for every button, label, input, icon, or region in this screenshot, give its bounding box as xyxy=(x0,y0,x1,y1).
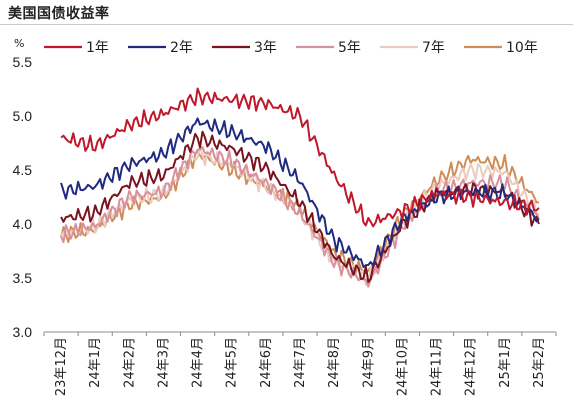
x-tick-label: 24年12月 xyxy=(464,337,479,396)
y-tick-label: 3.0 xyxy=(13,324,33,340)
y-tick-label: 3.5 xyxy=(13,270,33,286)
x-tick-label: 25年1月 xyxy=(498,337,513,388)
x-axis: 23年12月 24年1月 24年2月 24年3月 24年4月 24年5月 24年6月 24年7… xyxy=(43,331,557,396)
title-divider xyxy=(0,24,573,25)
y-tick-label: 4.0 xyxy=(13,216,33,232)
x-tick-label: 24年10月 xyxy=(395,337,410,396)
series-line xyxy=(60,146,540,286)
x-tick-label: 24年2月 xyxy=(122,337,137,388)
x-tick-label: 24年1月 xyxy=(88,337,103,388)
y-tick-label: 4.5 xyxy=(13,162,33,178)
legend-label: 3年 xyxy=(254,40,277,56)
y-axis: 3.0 3.5 4.0 4.5 5.0 5.5 xyxy=(13,54,33,340)
chart-title: 美国国债收益率 xyxy=(8,6,110,22)
x-tick-label: 24年6月 xyxy=(259,337,274,388)
x-tick-label: 24年8月 xyxy=(327,337,342,388)
series-line xyxy=(60,150,539,275)
legend-label: 1年 xyxy=(86,40,109,56)
x-tick-label: 24年7月 xyxy=(293,337,308,388)
legend-label: 2年 xyxy=(170,40,193,56)
legend-label: 10年 xyxy=(506,40,538,56)
x-tick-label: 25年2月 xyxy=(532,337,547,388)
x-tick-label: 23年12月 xyxy=(54,337,69,396)
x-tick-label: 24年9月 xyxy=(361,337,376,388)
x-tick-label: 24年4月 xyxy=(191,337,206,388)
x-tick-label: 24年11月 xyxy=(430,337,445,396)
series-line xyxy=(60,87,540,228)
y-tick-label: 5.0 xyxy=(13,108,33,124)
legend: 1年 2年 3年 5年 7年 10年 xyxy=(44,40,538,56)
x-tick-label: 24年3月 xyxy=(156,337,171,388)
x-tick-label: 24年5月 xyxy=(225,337,240,388)
series-line xyxy=(60,146,540,288)
legend-label: 5年 xyxy=(338,40,361,56)
unit-label: % xyxy=(14,37,24,50)
series-layer xyxy=(60,87,540,288)
legend-label: 7年 xyxy=(422,40,445,56)
y-tick-label: 5.5 xyxy=(13,54,33,70)
